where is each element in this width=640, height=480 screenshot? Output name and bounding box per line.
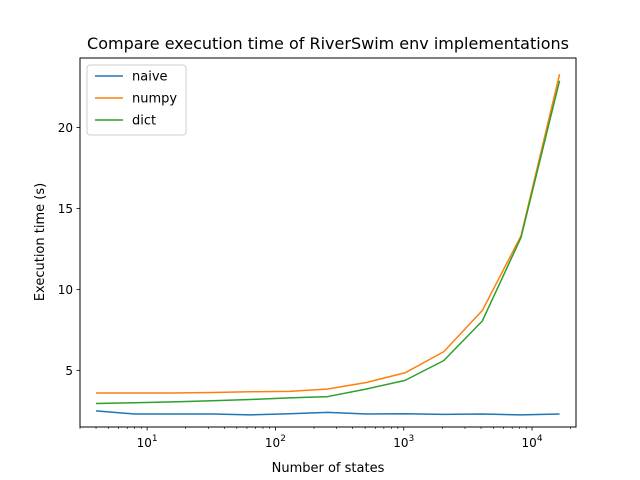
y-tick-label: 10 bbox=[58, 283, 73, 297]
axes-frame bbox=[79, 57, 577, 428]
chart-title: Compare execution time of RiverSwim env … bbox=[87, 34, 569, 53]
y-axis: 5 10 15 20 bbox=[58, 121, 80, 378]
series-line-naive bbox=[95, 410, 560, 416]
y-tick-label: 5 bbox=[65, 364, 73, 378]
y-tick-label: 15 bbox=[58, 202, 73, 216]
legend-label-numpy: numpy bbox=[132, 92, 177, 107]
series-line-dict bbox=[96, 80, 561, 405]
series-line-numpy bbox=[96, 74, 561, 394]
x-tick-label: 103 bbox=[393, 434, 414, 450]
x-tick-label: 104 bbox=[522, 434, 543, 450]
x-tick-label: 101 bbox=[137, 434, 158, 450]
y-axis-label: Execution time (s) bbox=[33, 183, 48, 301]
x-axis: 101 102 103 104 bbox=[79, 427, 571, 450]
legend: naive numpy dict bbox=[86, 64, 187, 136]
legend-label-dict: dict bbox=[132, 114, 156, 129]
y-tick-label: 20 bbox=[58, 121, 73, 135]
plot-area bbox=[95, 74, 561, 416]
legend-label-naive: naive bbox=[132, 70, 168, 85]
legend-box bbox=[86, 64, 187, 136]
x-axis-label: Number of states bbox=[272, 461, 385, 476]
x-tick-label: 102 bbox=[265, 434, 286, 450]
